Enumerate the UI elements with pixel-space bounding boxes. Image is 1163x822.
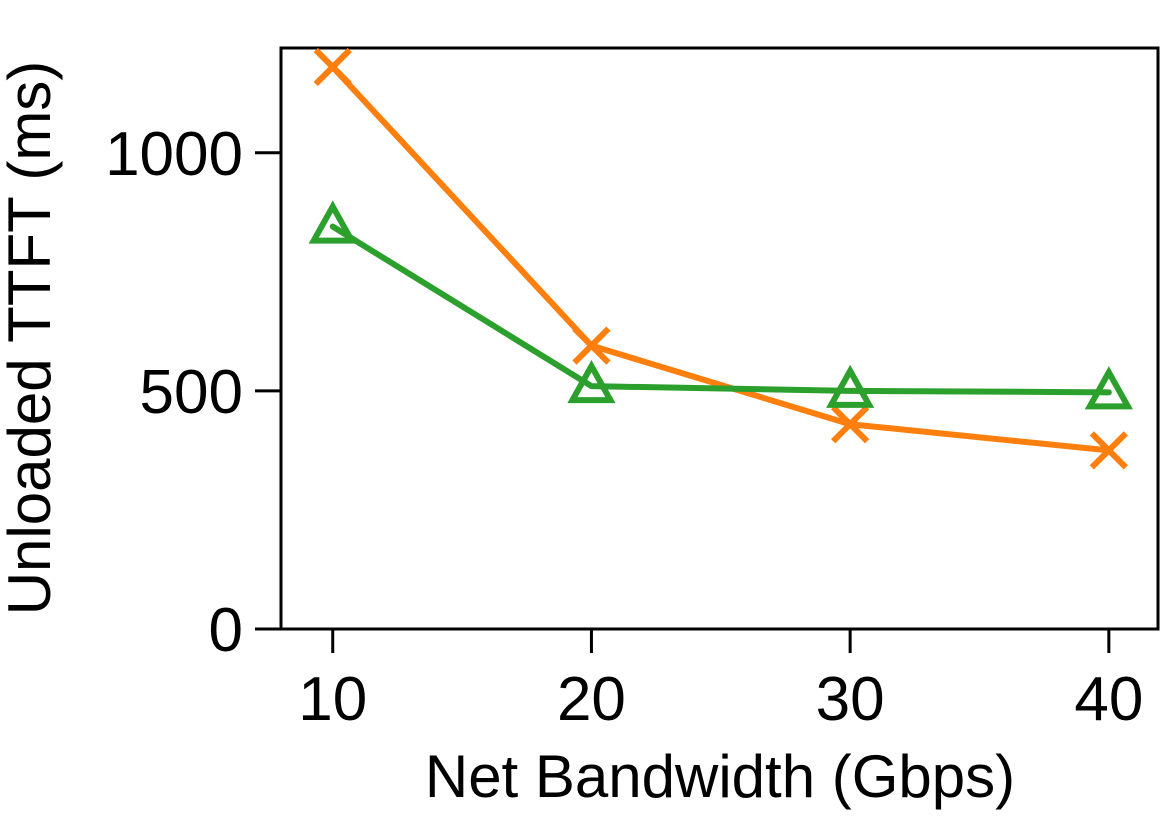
series-orange-line: [329, 64, 1112, 454]
series-green-point-30: [826, 364, 875, 408]
x-tick-label-40: 40: [1074, 665, 1143, 734]
x-tick-label-20: 20: [557, 665, 626, 734]
y-tick-label-0: 0: [209, 596, 243, 665]
x-tick-label-30: 30: [816, 665, 885, 734]
series-orange-point-10: [313, 47, 352, 87]
series-orange-point-20: [572, 326, 611, 365]
x-axis-title: Net Bandwidth (Gbps): [425, 743, 1015, 810]
series-orange-point-30: [831, 405, 870, 444]
series-green-line: [329, 223, 1112, 396]
y-axis-title: Unloaded TTFT (ms): [0, 61, 63, 616]
x-tick-label-10: 10: [298, 665, 367, 734]
plot-frame: [279, 46, 1160, 631]
series-green-point-10: [308, 200, 357, 244]
y-tick-label-1000: 1000: [105, 120, 243, 189]
series-green-point-40: [1084, 366, 1133, 410]
series-orange-point-40: [1089, 431, 1128, 470]
series-green-point-20: [567, 359, 616, 404]
y-tick-label-500: 500: [140, 358, 243, 427]
